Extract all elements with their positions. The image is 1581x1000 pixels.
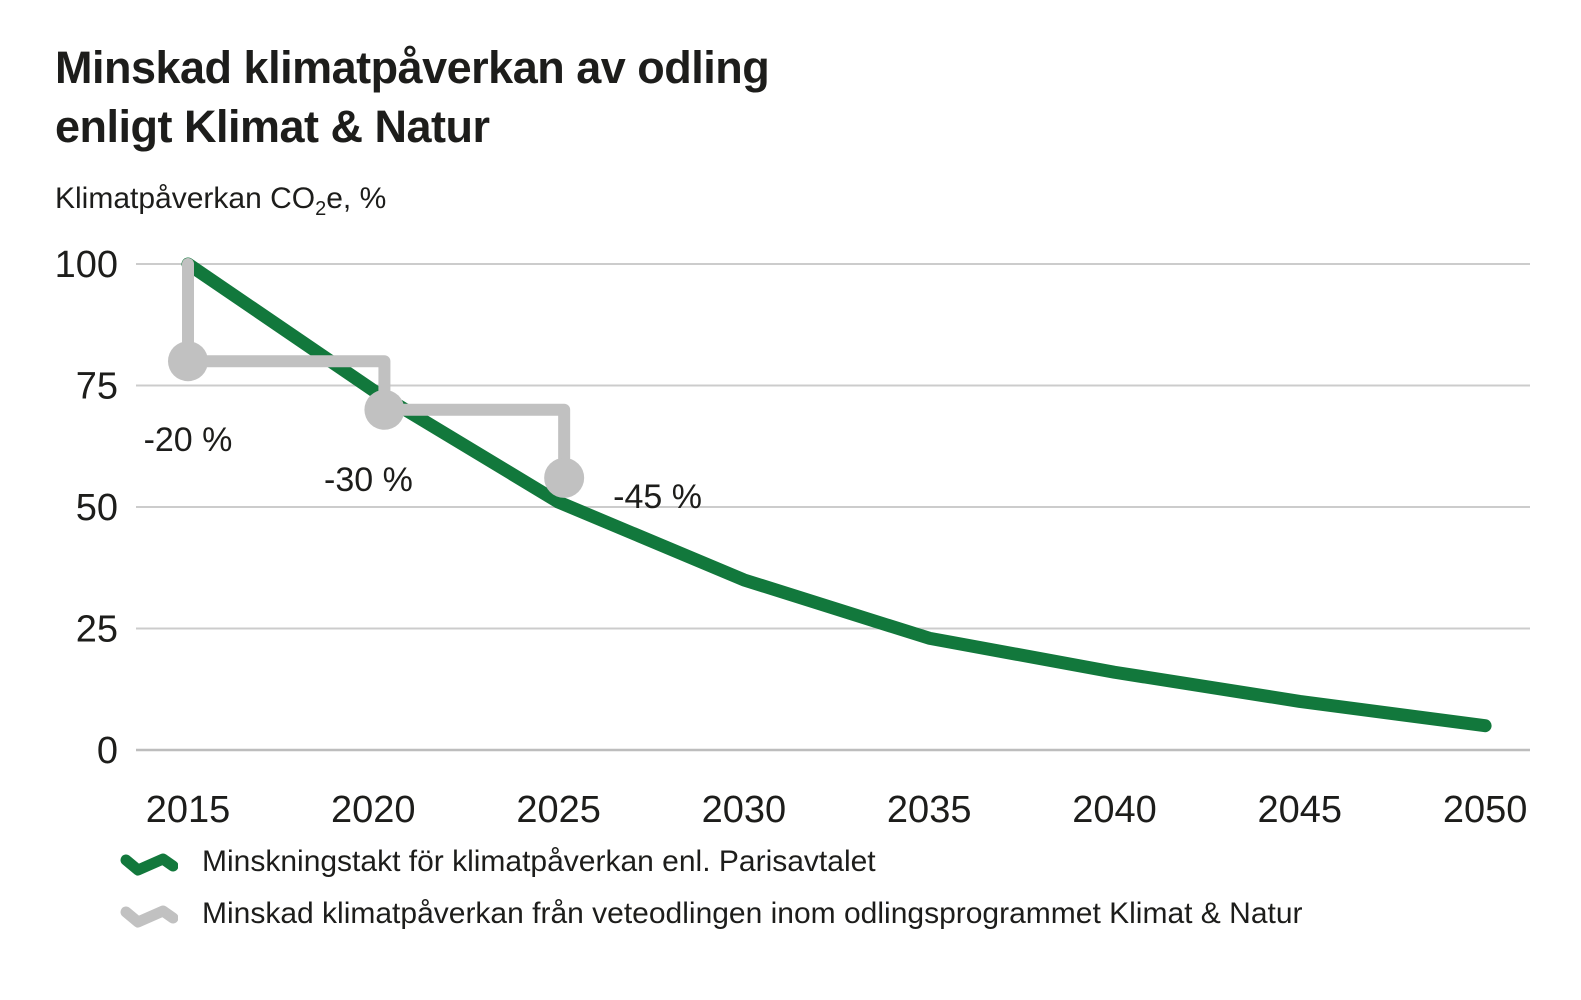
x-tick-label-2040: 2040: [1072, 789, 1157, 831]
gray-squiggle-icon: [120, 905, 178, 927]
program-data-point-0: [168, 341, 208, 382]
x-tick-label-2015: 2015: [146, 789, 231, 831]
x-tick-label-2045: 2045: [1258, 789, 1343, 831]
legend-item-klimat-natur: Minskad klimatpåverkan från veteodlingen…: [120, 894, 1303, 933]
chart-legend: Minskningstakt för klimatpåverkan enl. P…: [120, 842, 1303, 933]
y-axis-unit-suffix: e, %: [326, 182, 387, 215]
chart-title-line-2: enligt Klimat & Natur: [55, 101, 490, 152]
program-data-point-1: [364, 389, 405, 430]
y-axis-unit-subscript: 2: [315, 198, 327, 220]
y-tick-label-100: 100: [55, 244, 118, 286]
data-point-label-2: -45 %: [613, 478, 702, 516]
y-tick-label-0: 0: [97, 730, 118, 772]
y-axis-unit-label: Klimatpåverkan CO2e, %: [55, 182, 387, 219]
legend-label-klimat-natur: Minskad klimatpåverkan från veteodlingen…: [202, 896, 1303, 930]
legend-label-parisavtalet: Minskningstakt för klimatpåverkan enl. P…: [202, 844, 876, 878]
y-tick-label-50: 50: [76, 487, 118, 529]
green-squiggle-icon: [120, 853, 178, 875]
chart-title: Minskad klimatpåverkan av odling enligt …: [55, 38, 770, 156]
data-point-label-1: -30 %: [324, 461, 413, 499]
x-tick-label-2050: 2050: [1443, 789, 1528, 831]
legend-item-parisavtalet: Minskningstakt för klimatpåverkan enl. P…: [120, 842, 1303, 881]
y-axis-unit-prefix: Klimatpåverkan CO: [55, 182, 316, 215]
data-point-label-0: -20 %: [144, 421, 233, 459]
x-tick-label-2020: 2020: [331, 789, 416, 831]
x-tick-label-2030: 2030: [702, 789, 787, 831]
x-tick-label-2025: 2025: [516, 789, 601, 831]
y-tick-label-75: 75: [76, 366, 118, 408]
y-tick-label-25: 25: [76, 609, 118, 651]
chart-title-line-1: Minskad klimatpåverkan av odling: [55, 42, 770, 93]
x-tick-label-2035: 2035: [887, 789, 972, 831]
program-data-point-2: [544, 457, 585, 498]
